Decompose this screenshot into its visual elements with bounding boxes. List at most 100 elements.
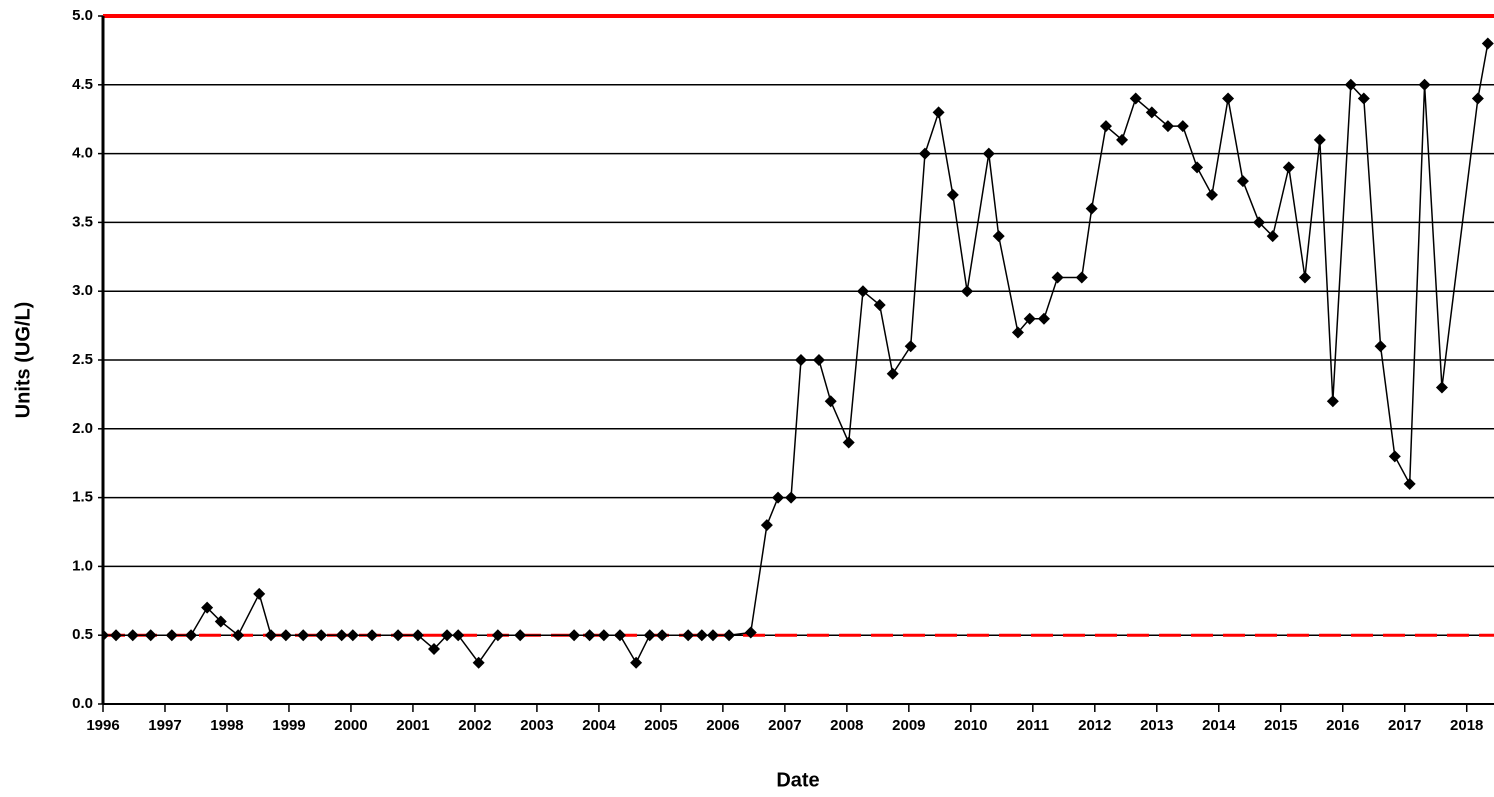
y-tick-label: 3.5 bbox=[72, 213, 93, 230]
data-point bbox=[1326, 395, 1339, 408]
x-tick-label: 1997 bbox=[148, 717, 181, 734]
data-point bbox=[1374, 340, 1387, 353]
x-tick-label: 2010 bbox=[954, 717, 987, 734]
data-point bbox=[1145, 106, 1158, 119]
data-point bbox=[1403, 477, 1416, 490]
data-point bbox=[346, 629, 359, 642]
data-point bbox=[723, 629, 736, 642]
y-tick-label: 4.5 bbox=[72, 76, 93, 93]
data-point bbox=[643, 629, 656, 642]
data-point bbox=[630, 656, 643, 669]
data-point bbox=[1481, 37, 1494, 50]
data-point bbox=[597, 629, 610, 642]
data-point bbox=[568, 629, 581, 642]
data-point bbox=[918, 147, 931, 160]
x-tick-label: 2000 bbox=[334, 717, 367, 734]
data-point bbox=[695, 629, 708, 642]
data-point bbox=[126, 629, 139, 642]
data-point bbox=[744, 626, 757, 639]
data-point bbox=[144, 629, 157, 642]
data-point bbox=[1116, 133, 1129, 146]
data-point bbox=[428, 642, 441, 655]
x-tick-label: 2001 bbox=[396, 717, 429, 734]
data-point bbox=[583, 629, 596, 642]
data-point bbox=[992, 230, 1005, 243]
data-point bbox=[264, 629, 277, 642]
x-tick-label: 2015 bbox=[1264, 717, 1297, 734]
y-tick-label: 2.5 bbox=[72, 351, 93, 368]
data-point bbox=[1298, 271, 1311, 284]
data-point bbox=[794, 354, 807, 366]
data-point bbox=[452, 629, 465, 642]
data-point bbox=[411, 629, 424, 642]
data-point bbox=[253, 587, 266, 600]
data-point bbox=[682, 629, 695, 642]
x-tick-label: 2003 bbox=[520, 717, 553, 734]
data-point bbox=[214, 615, 227, 628]
y-tick-label: 4.0 bbox=[72, 145, 93, 162]
y-axis-title: Units (UG/L) bbox=[12, 302, 34, 419]
data-point bbox=[165, 629, 178, 642]
data-point bbox=[1236, 175, 1249, 188]
data-point bbox=[982, 147, 995, 160]
x-tick-label: 2006 bbox=[706, 717, 739, 734]
plot-area bbox=[103, 37, 1494, 669]
data-point bbox=[886, 367, 899, 380]
data-point bbox=[1051, 271, 1064, 284]
data-point bbox=[1282, 161, 1295, 174]
y-tick-label: 3.0 bbox=[72, 282, 93, 299]
data-point bbox=[335, 629, 348, 642]
y-tick-label: 1.0 bbox=[72, 557, 93, 574]
data-point bbox=[656, 629, 669, 642]
data-point bbox=[1176, 120, 1189, 133]
data-point bbox=[842, 436, 855, 449]
data-point bbox=[772, 491, 785, 504]
x-tick-label: 2018 bbox=[1450, 717, 1483, 734]
data-point bbox=[856, 285, 869, 298]
data-point bbox=[1357, 92, 1370, 105]
y-tick-label: 2.0 bbox=[72, 420, 93, 437]
x-tick-label: 2016 bbox=[1326, 717, 1359, 734]
data-point bbox=[613, 629, 626, 642]
y-tick-label: 0.0 bbox=[72, 695, 93, 712]
y-tick-label: 0.5 bbox=[72, 626, 93, 643]
data-point bbox=[1099, 120, 1112, 133]
data-point bbox=[201, 601, 214, 614]
data-line bbox=[103, 43, 1489, 665]
x-tick-label: 2004 bbox=[582, 717, 616, 734]
x-tick-label: 2008 bbox=[830, 717, 863, 734]
data-point bbox=[297, 629, 310, 642]
x-tick-label: 2013 bbox=[1140, 717, 1173, 734]
data-point bbox=[1011, 326, 1024, 339]
data-point bbox=[1266, 230, 1279, 243]
data-point bbox=[1161, 120, 1174, 133]
x-axis-title: Date bbox=[776, 769, 819, 791]
data-point bbox=[1253, 216, 1266, 229]
data-point bbox=[392, 629, 405, 642]
data-point bbox=[1037, 312, 1050, 325]
data-point bbox=[904, 340, 917, 353]
data-point bbox=[1344, 78, 1357, 91]
data-point bbox=[812, 354, 825, 366]
data-point bbox=[932, 106, 945, 119]
data-point bbox=[1191, 161, 1204, 174]
data-point bbox=[232, 629, 245, 642]
data-point bbox=[1129, 92, 1142, 105]
data-point bbox=[491, 629, 504, 642]
data-point bbox=[315, 629, 328, 642]
data-point bbox=[946, 188, 959, 201]
data-point bbox=[1023, 312, 1036, 325]
data-point bbox=[1418, 78, 1431, 91]
data-point bbox=[110, 629, 123, 642]
data-point bbox=[1435, 381, 1448, 394]
data-point bbox=[1471, 92, 1484, 105]
x-tick-label: 2005 bbox=[644, 717, 677, 734]
x-tick-label: 2014 bbox=[1202, 717, 1236, 734]
data-point bbox=[279, 629, 292, 642]
data-point bbox=[1388, 450, 1401, 463]
data-point bbox=[366, 629, 379, 642]
x-tick-label: 2009 bbox=[892, 717, 925, 734]
data-point bbox=[103, 629, 109, 642]
x-tick-label: 1999 bbox=[272, 717, 305, 734]
